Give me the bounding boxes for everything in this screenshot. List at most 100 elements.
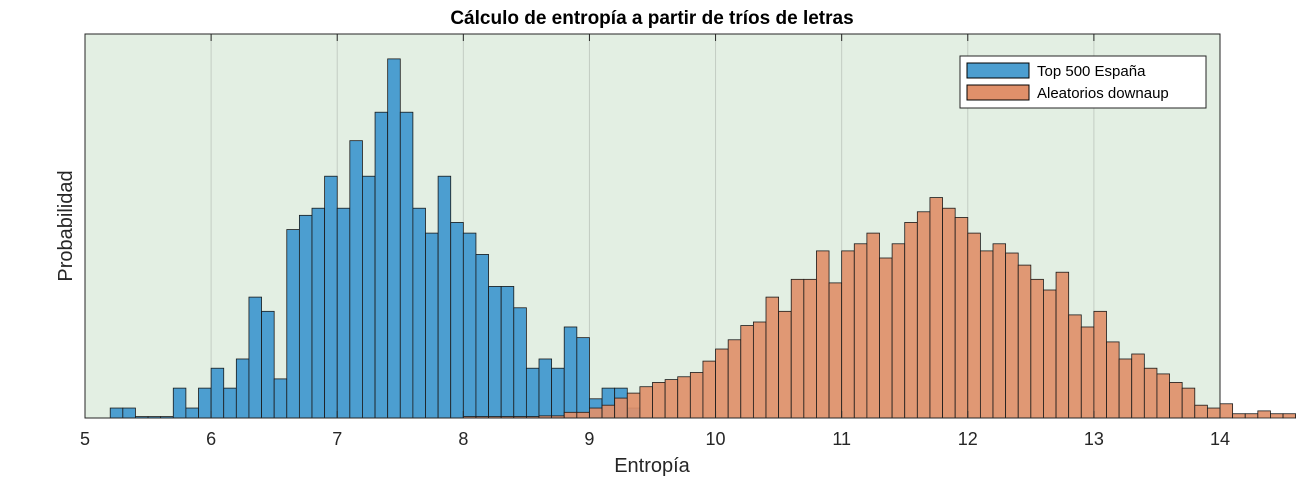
bar [929,197,943,419]
bar [1219,403,1234,419]
bar [261,310,275,419]
bar [349,140,363,419]
bar [778,310,792,419]
bar [500,286,515,419]
bar [286,229,300,419]
bar [664,379,679,419]
bar [462,232,477,419]
bar [904,222,918,419]
bar [122,407,136,419]
bar [652,382,666,419]
bar [891,243,906,419]
bar [740,325,754,419]
bar [689,372,704,419]
bar [311,207,326,419]
bar [387,58,401,419]
x-tick-label: 10 [706,429,726,449]
legend: Top 500 España Aleatorios downaup [959,55,1207,109]
plot-frame [84,33,1221,419]
bar [362,175,376,419]
bars [109,58,1296,419]
chart-title: Cálculo de entropía a partir de tríos de… [450,8,853,29]
bar [576,411,590,419]
x-tick-label: 12 [958,429,978,449]
bar [248,296,262,419]
bar [235,358,250,419]
bar [210,367,225,419]
bar [752,321,767,419]
bar [450,222,464,419]
bar [1093,310,1107,419]
x-tick-label: 11 [832,429,851,449]
bar [589,407,603,419]
bar [841,250,855,419]
bar [336,207,351,419]
bar [425,232,439,419]
bar [399,111,414,419]
x-tick-label: 8 [458,429,468,449]
bar [563,326,578,419]
bar [967,232,981,419]
x-axis-label: Entropía [614,455,690,477]
bar [1017,264,1032,419]
bar [1232,413,1246,419]
bar [1118,358,1133,419]
bar [273,378,288,419]
bar [437,175,452,419]
bar [525,367,540,419]
bar [1181,387,1196,419]
bar [916,211,931,419]
x-axis-ticks: 5 6 7 8 9 10 11 12 13 14 [80,34,1230,449]
bar [1194,404,1208,419]
bar [1131,353,1145,419]
bar [1143,367,1158,419]
bar [1005,252,1019,419]
bar [109,407,124,419]
x-tick-label: 5 [80,429,90,449]
legend-label-aleatorios: Aleatorios downaup [1037,85,1169,102]
legend-swatch-aleatorios [966,84,1030,101]
bar [879,257,893,419]
bar [551,367,565,419]
legend-swatch-top-500 [966,62,1030,79]
bar [1244,413,1259,419]
bar [374,111,389,419]
bar [576,337,590,419]
x-tick-label: 13 [1084,429,1104,449]
x-tick-label: 14 [1210,429,1230,449]
bar [1030,278,1044,419]
bar [198,387,212,419]
bar [866,232,880,419]
bar [513,307,527,419]
y-axis-label: Probabilidad [55,170,77,281]
x-tick-label: 9 [584,429,594,449]
bar [538,358,553,419]
bar [475,254,489,419]
bar [727,339,742,419]
bar [324,175,338,419]
bar [223,387,237,419]
bar [954,217,969,419]
series-1 [462,197,1296,419]
bar [1106,341,1120,419]
bar [412,207,426,419]
bar [1068,314,1082,419]
bar [1270,413,1284,419]
bar [1257,410,1271,419]
bar [639,386,653,419]
bar [942,207,956,419]
bar [853,243,868,419]
bar [172,387,187,419]
bar [992,243,1007,419]
bar [563,411,578,419]
bar [1206,407,1221,419]
bar [979,250,994,419]
bar [1282,413,1296,419]
bar [1080,326,1095,419]
bar [626,392,641,419]
x-tick-label: 7 [332,429,342,449]
bar [185,407,199,419]
bar [298,214,313,419]
bar [828,282,843,419]
